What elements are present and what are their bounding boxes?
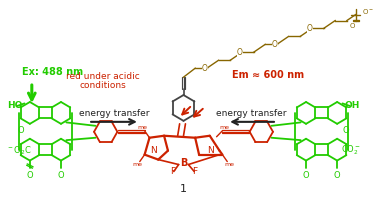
Text: CO$_2^-$: CO$_2^-$ <box>341 144 361 157</box>
Text: O: O <box>307 24 313 33</box>
Text: O: O <box>343 126 349 135</box>
Text: me: me <box>219 125 229 130</box>
Text: energy transfer: energy transfer <box>79 109 150 118</box>
Text: me: me <box>138 125 148 130</box>
Text: Em ≈ 600 nm: Em ≈ 600 nm <box>232 70 304 80</box>
Text: conditions: conditions <box>79 81 126 90</box>
Text: Ex: 488 nm: Ex: 488 nm <box>22 67 83 77</box>
Text: me: me <box>133 162 143 167</box>
Text: O: O <box>303 171 309 180</box>
Text: O: O <box>27 171 33 180</box>
Text: B: B <box>180 158 187 168</box>
Text: N: N <box>150 146 157 155</box>
Text: HO: HO <box>8 101 23 110</box>
Text: OH: OH <box>344 101 359 110</box>
Text: O: O <box>18 126 24 135</box>
Text: energy transfer: energy transfer <box>216 109 287 118</box>
Text: O: O <box>334 171 340 180</box>
Text: O: O <box>58 171 64 180</box>
Text: O: O <box>202 64 208 73</box>
Text: $^-$O$_2$C: $^-$O$_2$C <box>6 144 31 157</box>
Text: 1: 1 <box>180 184 187 194</box>
Text: N: N <box>207 146 214 155</box>
Text: O: O <box>350 23 355 29</box>
Text: O$^-$: O$^-$ <box>362 7 374 16</box>
Text: F: F <box>170 167 175 176</box>
Text: O: O <box>237 48 243 57</box>
Text: O: O <box>272 40 278 49</box>
Text: me: me <box>224 162 234 167</box>
Text: red under acidic: red under acidic <box>66 72 139 81</box>
Text: F: F <box>193 167 198 176</box>
